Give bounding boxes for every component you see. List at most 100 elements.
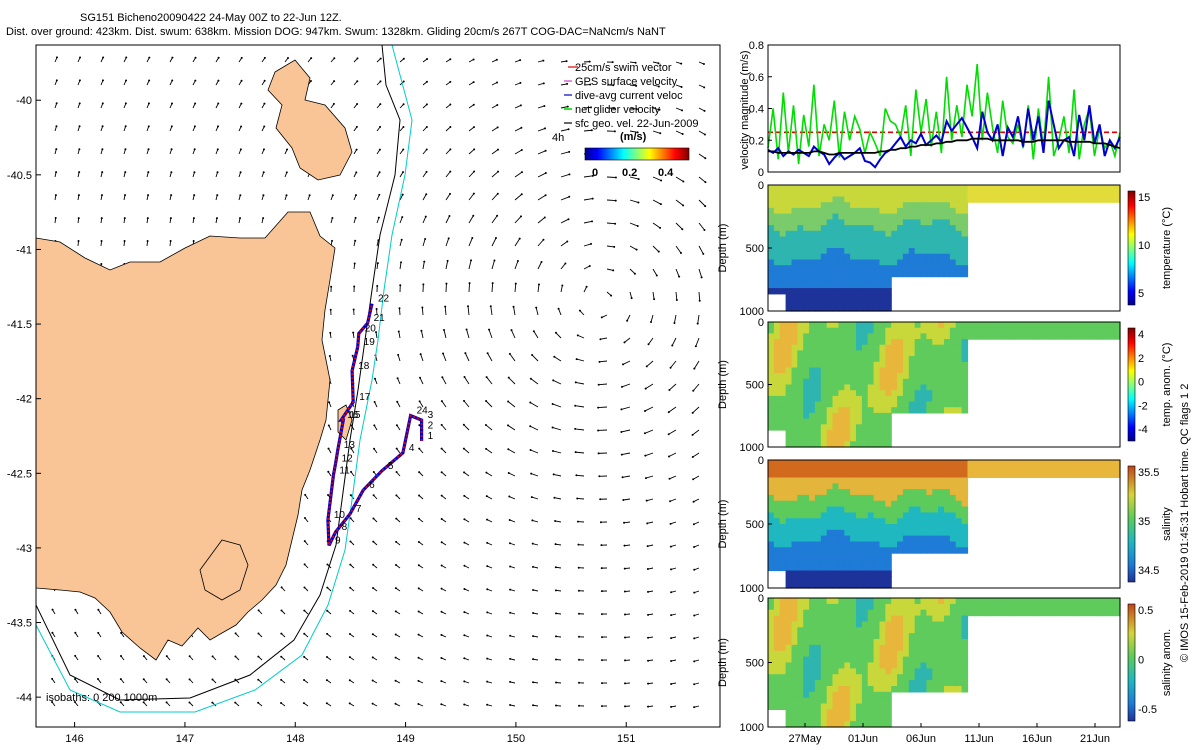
- section-cell: [785, 327, 793, 334]
- section-cell: [932, 236, 939, 243]
- section-ytick-label: 500: [746, 380, 764, 392]
- section-cell: [779, 356, 787, 363]
- velocity-arrow-head: [647, 659, 650, 662]
- section-ytick-label: 1000: [740, 306, 764, 318]
- section-colorbar: [1127, 603, 1136, 722]
- velocity-arrow-head: [280, 632, 283, 635]
- section-cell: [879, 518, 886, 525]
- section-cell: [1108, 598, 1115, 605]
- section-cell: [838, 361, 845, 369]
- velocity-arrow: [555, 332, 562, 339]
- colorbar-tick-label: 0.5: [1138, 605, 1153, 617]
- section-cell: [803, 219, 810, 226]
- section-cell: [791, 412, 798, 420]
- section-cell: [996, 333, 1004, 340]
- section-cell: [867, 322, 875, 329]
- velocity-arrow-head: [540, 260, 543, 263]
- section-cell: [809, 367, 816, 374]
- velocity-arrow-head: [567, 128, 570, 131]
- track-label: 20: [365, 324, 377, 335]
- velocity-arrow-head: [463, 471, 466, 474]
- section-cell: [809, 390, 816, 397]
- section-cell: [832, 506, 839, 513]
- section-cell: [773, 691, 781, 699]
- section-cell: [891, 230, 898, 238]
- section-cell: [873, 529, 881, 537]
- velocity-arrow-head: [565, 60, 568, 63]
- velocity-arrow-head: [659, 226, 662, 229]
- section-cell: [885, 460, 892, 467]
- velocity-arrow-head: [448, 215, 451, 218]
- section-cell: [861, 373, 869, 380]
- section-cell: [791, 609, 798, 617]
- section-cell: [838, 424, 845, 431]
- section-cell: [814, 615, 822, 623]
- velocity-arrow: [445, 238, 450, 247]
- velocity-arrow-head: [463, 657, 466, 660]
- velocity-arrow-head: [188, 678, 191, 681]
- section-cell: [850, 435, 857, 442]
- section-cell: [850, 196, 857, 203]
- section-cell: [961, 541, 969, 548]
- section-cell: [1114, 465, 1121, 473]
- section-cell: [961, 322, 969, 329]
- section-cell: [797, 344, 804, 351]
- section-cell: [797, 265, 804, 272]
- section-cell: [803, 715, 810, 722]
- section-cell: [873, 230, 881, 238]
- velocity-arrow-head: [263, 102, 266, 105]
- section-cell: [838, 259, 845, 266]
- section-xtick-label: 01Jun: [848, 733, 878, 745]
- section-cell: [1114, 603, 1121, 611]
- velocity-arrow: [399, 308, 401, 316]
- section-cell: [838, 633, 845, 640]
- velocity-arrow-head: [440, 447, 443, 450]
- section-cell: [797, 395, 804, 403]
- section-cell: [832, 686, 839, 693]
- velocity-arrow-head: [496, 81, 499, 84]
- velocity-arrow-head: [280, 586, 283, 589]
- section-cell: [844, 367, 851, 374]
- velocity-arrow-head: [578, 635, 581, 638]
- velocity-arrow-head: [509, 657, 512, 660]
- section-cell: [820, 248, 828, 255]
- section-cell: [785, 697, 793, 705]
- velocity-arrow: [697, 314, 700, 324]
- velocity-arrow-head: [693, 660, 696, 663]
- section-cell: [938, 621, 945, 628]
- section-cell: [932, 547, 939, 554]
- section-cell: [838, 553, 845, 560]
- section-cell: [803, 373, 810, 380]
- section-cell: [773, 598, 781, 605]
- section-cell: [914, 395, 922, 403]
- section-cell: [850, 407, 857, 414]
- section-cell: [773, 270, 781, 278]
- section-cell: [785, 441, 793, 448]
- section-cell: [867, 668, 875, 675]
- velocity-arrow-head: [507, 376, 510, 379]
- section-cell: [873, 494, 881, 502]
- velocity-arrow-head: [124, 194, 127, 197]
- section-cell: [861, 390, 869, 397]
- section-cell: [867, 276, 875, 283]
- section-cell: [797, 322, 804, 329]
- section-cell: [1049, 603, 1057, 611]
- section-cell: [838, 384, 845, 391]
- section-cell: [844, 288, 851, 295]
- section-cell: [873, 564, 881, 572]
- velocity-arrow-head: [51, 700, 54, 703]
- colorbar-label: temp. anom. (°C): [1161, 343, 1173, 427]
- section-cell: [891, 598, 898, 605]
- velocity-arrow-head: [486, 634, 489, 637]
- section-cell: [791, 196, 798, 203]
- section-cell: [949, 639, 957, 646]
- velocity-arrow-head: [644, 409, 647, 412]
- velocity-arrow-head: [263, 79, 266, 82]
- velocity-arrow-head: [147, 194, 150, 197]
- section-cell: [838, 621, 845, 628]
- section-cell: [768, 407, 775, 414]
- velocity-arrow-head: [354, 216, 357, 219]
- velocity-arrow-head: [507, 424, 510, 427]
- section-cell: [850, 185, 857, 192]
